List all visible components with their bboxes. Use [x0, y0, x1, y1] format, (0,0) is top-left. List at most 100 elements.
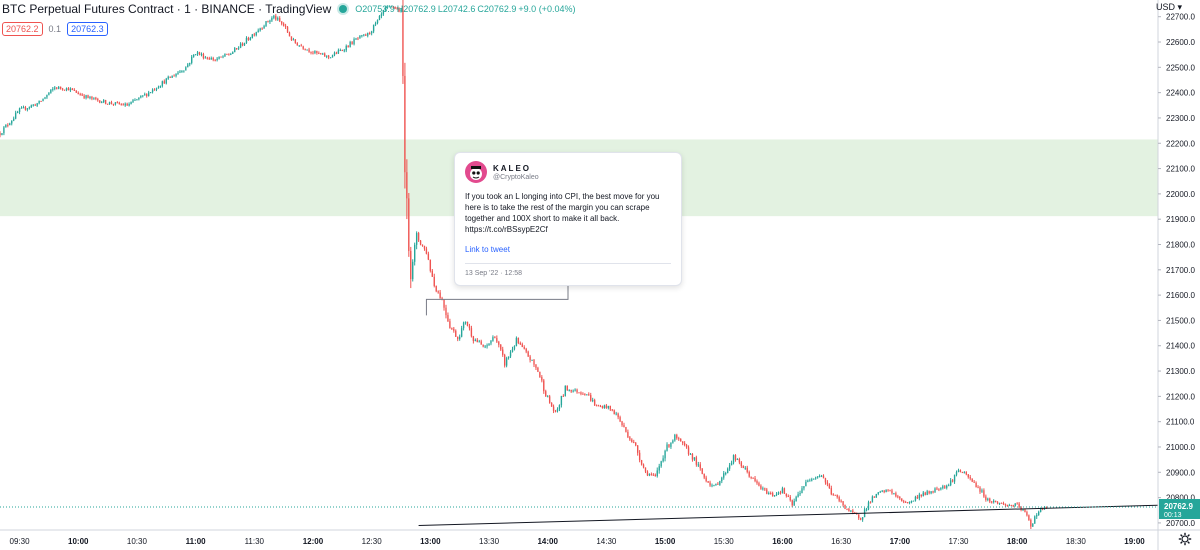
candle-body — [709, 482, 711, 486]
price-axis-panel[interactable] — [1158, 0, 1200, 550]
tweet-date: 13 Sep '22 · 12:58 — [465, 270, 522, 277]
candle-body — [824, 478, 827, 483]
candle-body — [167, 76, 169, 79]
candle-body — [9, 123, 11, 126]
candle-body — [668, 444, 670, 447]
candle-down — [519, 341, 522, 346]
candle-up — [361, 34, 363, 38]
candle-down — [699, 462, 701, 471]
candle-down — [502, 346, 504, 357]
price-tick-label: 22600.0 — [1166, 38, 1195, 47]
candle-body — [631, 439, 633, 442]
candle-body — [210, 58, 212, 60]
candle-up — [1022, 509, 1024, 512]
candle-down — [1000, 502, 1003, 504]
candle-up — [721, 476, 723, 484]
candle-down — [120, 103, 122, 106]
candle-up — [930, 491, 932, 495]
candle-body — [648, 474, 651, 476]
candle-body — [783, 488, 786, 494]
candle-up — [953, 474, 956, 484]
tweet-link[interactable]: Link to tweet — [465, 245, 510, 254]
candle-down — [840, 499, 842, 503]
candle-up — [11, 120, 13, 126]
candle-up — [1, 133, 3, 136]
candle-up — [511, 346, 514, 353]
candle-body — [468, 325, 471, 329]
candle-down — [766, 487, 768, 495]
candle-body — [116, 102, 119, 104]
candle-down — [951, 479, 954, 483]
candle-up — [815, 476, 817, 480]
candle-body — [351, 42, 353, 45]
candle-down — [578, 392, 580, 394]
ohlc-legend: O20753.9 H20762.9 L20742.6 C20762.9 +9.0… — [355, 4, 575, 14]
candle-down — [537, 366, 539, 373]
candle-up — [224, 53, 226, 57]
candle-body — [108, 102, 111, 105]
candle-body — [322, 53, 324, 55]
candle-body — [1008, 505, 1011, 507]
candle-up — [797, 491, 799, 498]
price-tick-label: 20700.0 — [1166, 519, 1195, 528]
time-axis-panel[interactable] — [0, 530, 1158, 550]
candle-up — [795, 495, 797, 502]
candle-body — [899, 496, 901, 499]
candle-body — [136, 99, 138, 101]
candle-down — [936, 486, 938, 491]
candle-body — [331, 55, 334, 58]
candle-body — [728, 465, 731, 469]
candle-body — [474, 339, 477, 341]
candle-down — [932, 490, 934, 494]
price-tick-label: 22200.0 — [1166, 139, 1195, 148]
candle-up — [363, 34, 365, 37]
sell-button[interactable]: 20762.2 — [2, 22, 43, 36]
trendline[interactable] — [418, 504, 1159, 526]
candle-body — [464, 321, 467, 323]
candle-down — [834, 494, 836, 496]
candle-up — [689, 452, 692, 455]
candle-up — [32, 104, 34, 107]
candle-body — [646, 471, 649, 476]
currency-selector[interactable]: USD ▾ — [1156, 2, 1182, 13]
candle-body — [13, 118, 15, 121]
candle-body — [869, 502, 872, 504]
buy-button[interactable]: 20762.3 — [67, 22, 108, 36]
candle-up — [50, 89, 52, 94]
candle-body — [376, 19, 379, 24]
candle-down — [764, 487, 766, 492]
candle-up — [181, 70, 183, 73]
candle-body — [842, 501, 844, 506]
gear-icon[interactable] — [1178, 532, 1192, 546]
candle-down — [539, 371, 541, 378]
candle-down — [59, 86, 62, 90]
candle-body — [985, 496, 987, 500]
candle-body — [1036, 515, 1038, 517]
candle-down — [593, 398, 596, 406]
candle-body — [1014, 503, 1016, 507]
candle-body — [406, 172, 408, 199]
candle-body — [989, 498, 991, 502]
candle-down — [633, 439, 635, 444]
candle-body — [742, 466, 744, 469]
candle-down — [40, 100, 42, 102]
candle-body — [386, 6, 388, 8]
candle-body — [687, 447, 690, 455]
candle-body — [605, 405, 608, 408]
candle-up — [592, 397, 594, 403]
candle-body — [445, 307, 447, 316]
candle-body — [206, 57, 209, 59]
candle-body — [306, 49, 308, 51]
candle-down — [87, 94, 89, 99]
candle-up — [210, 56, 212, 60]
candle-up — [531, 359, 533, 361]
ohlc-close: C20762.9 — [477, 4, 517, 14]
candle-down — [967, 474, 969, 479]
candle-up — [811, 477, 813, 482]
candle-body — [56, 87, 58, 89]
candle-down — [500, 344, 502, 352]
candle-down — [545, 389, 547, 397]
candle-body — [959, 470, 962, 473]
candle-body — [856, 513, 858, 515]
